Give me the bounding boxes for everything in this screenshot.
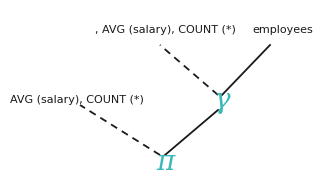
Text: AVG (salary), COUNT (*): AVG (salary), COUNT (*) — [10, 95, 144, 105]
Text: , AVG (salary), COUNT (*): , AVG (salary), COUNT (*) — [95, 25, 236, 35]
Text: γ: γ — [214, 87, 230, 113]
Text: employees: employees — [253, 25, 313, 35]
Text: π: π — [156, 148, 174, 175]
